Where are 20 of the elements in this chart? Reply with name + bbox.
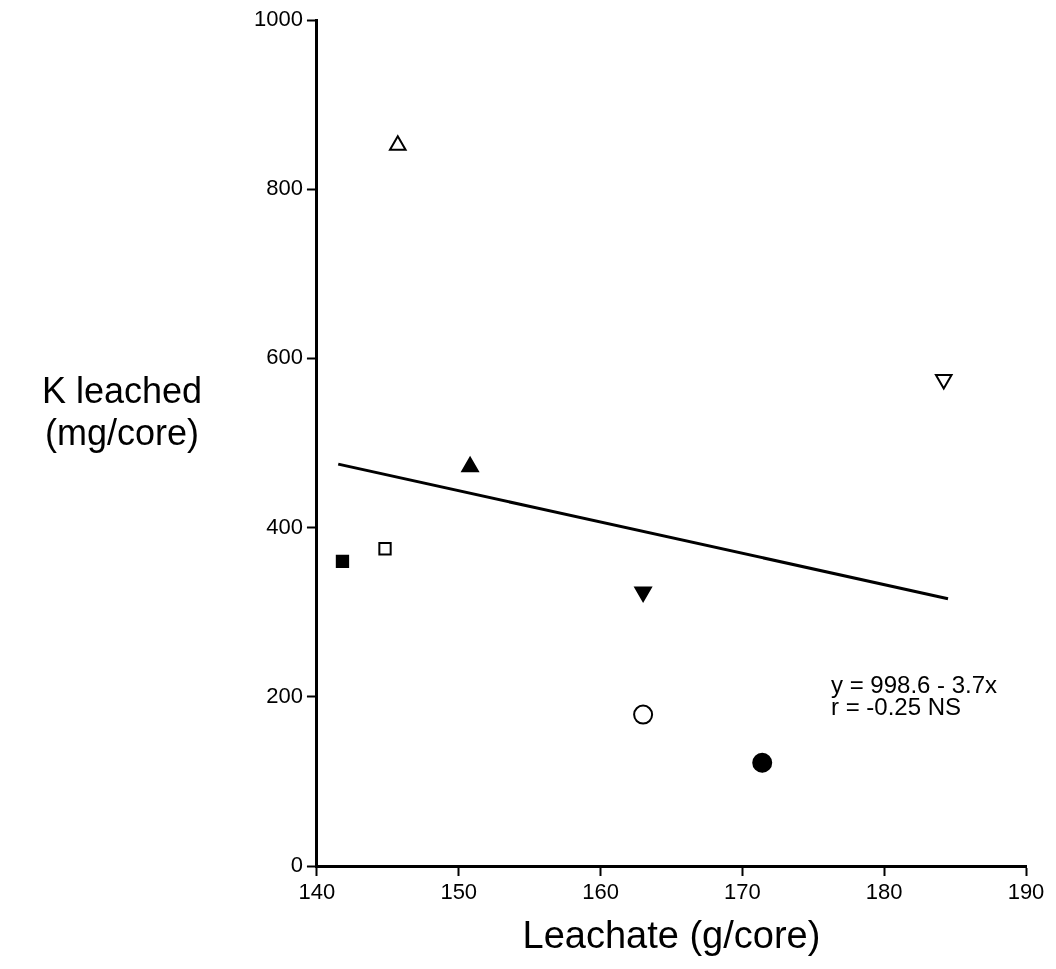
x-tick-label: 190 [1007,879,1045,905]
x-tick-label: 150 [440,879,478,905]
x-tick-label: 180 [865,879,903,905]
y-tick-label: 0 [290,852,303,878]
x-tick-label: 160 [582,879,619,905]
point [461,456,479,473]
x-axis-title: Leachate (g/core) [522,913,821,956]
point [388,135,407,151]
point [335,554,350,569]
y-tick-label: 800 [266,175,303,201]
point [633,704,654,725]
y-tick-label: 600 [266,344,303,370]
y-axis-title: K leached (mg/core) [40,370,204,454]
y-tick-label: 200 [266,682,303,708]
x-tick-label: 140 [298,879,336,905]
point [378,542,392,556]
y-tick-label: 1000 [253,6,303,32]
x-tick-label: 170 [724,879,761,905]
point [752,752,773,773]
y-tick-label: 400 [266,513,303,539]
